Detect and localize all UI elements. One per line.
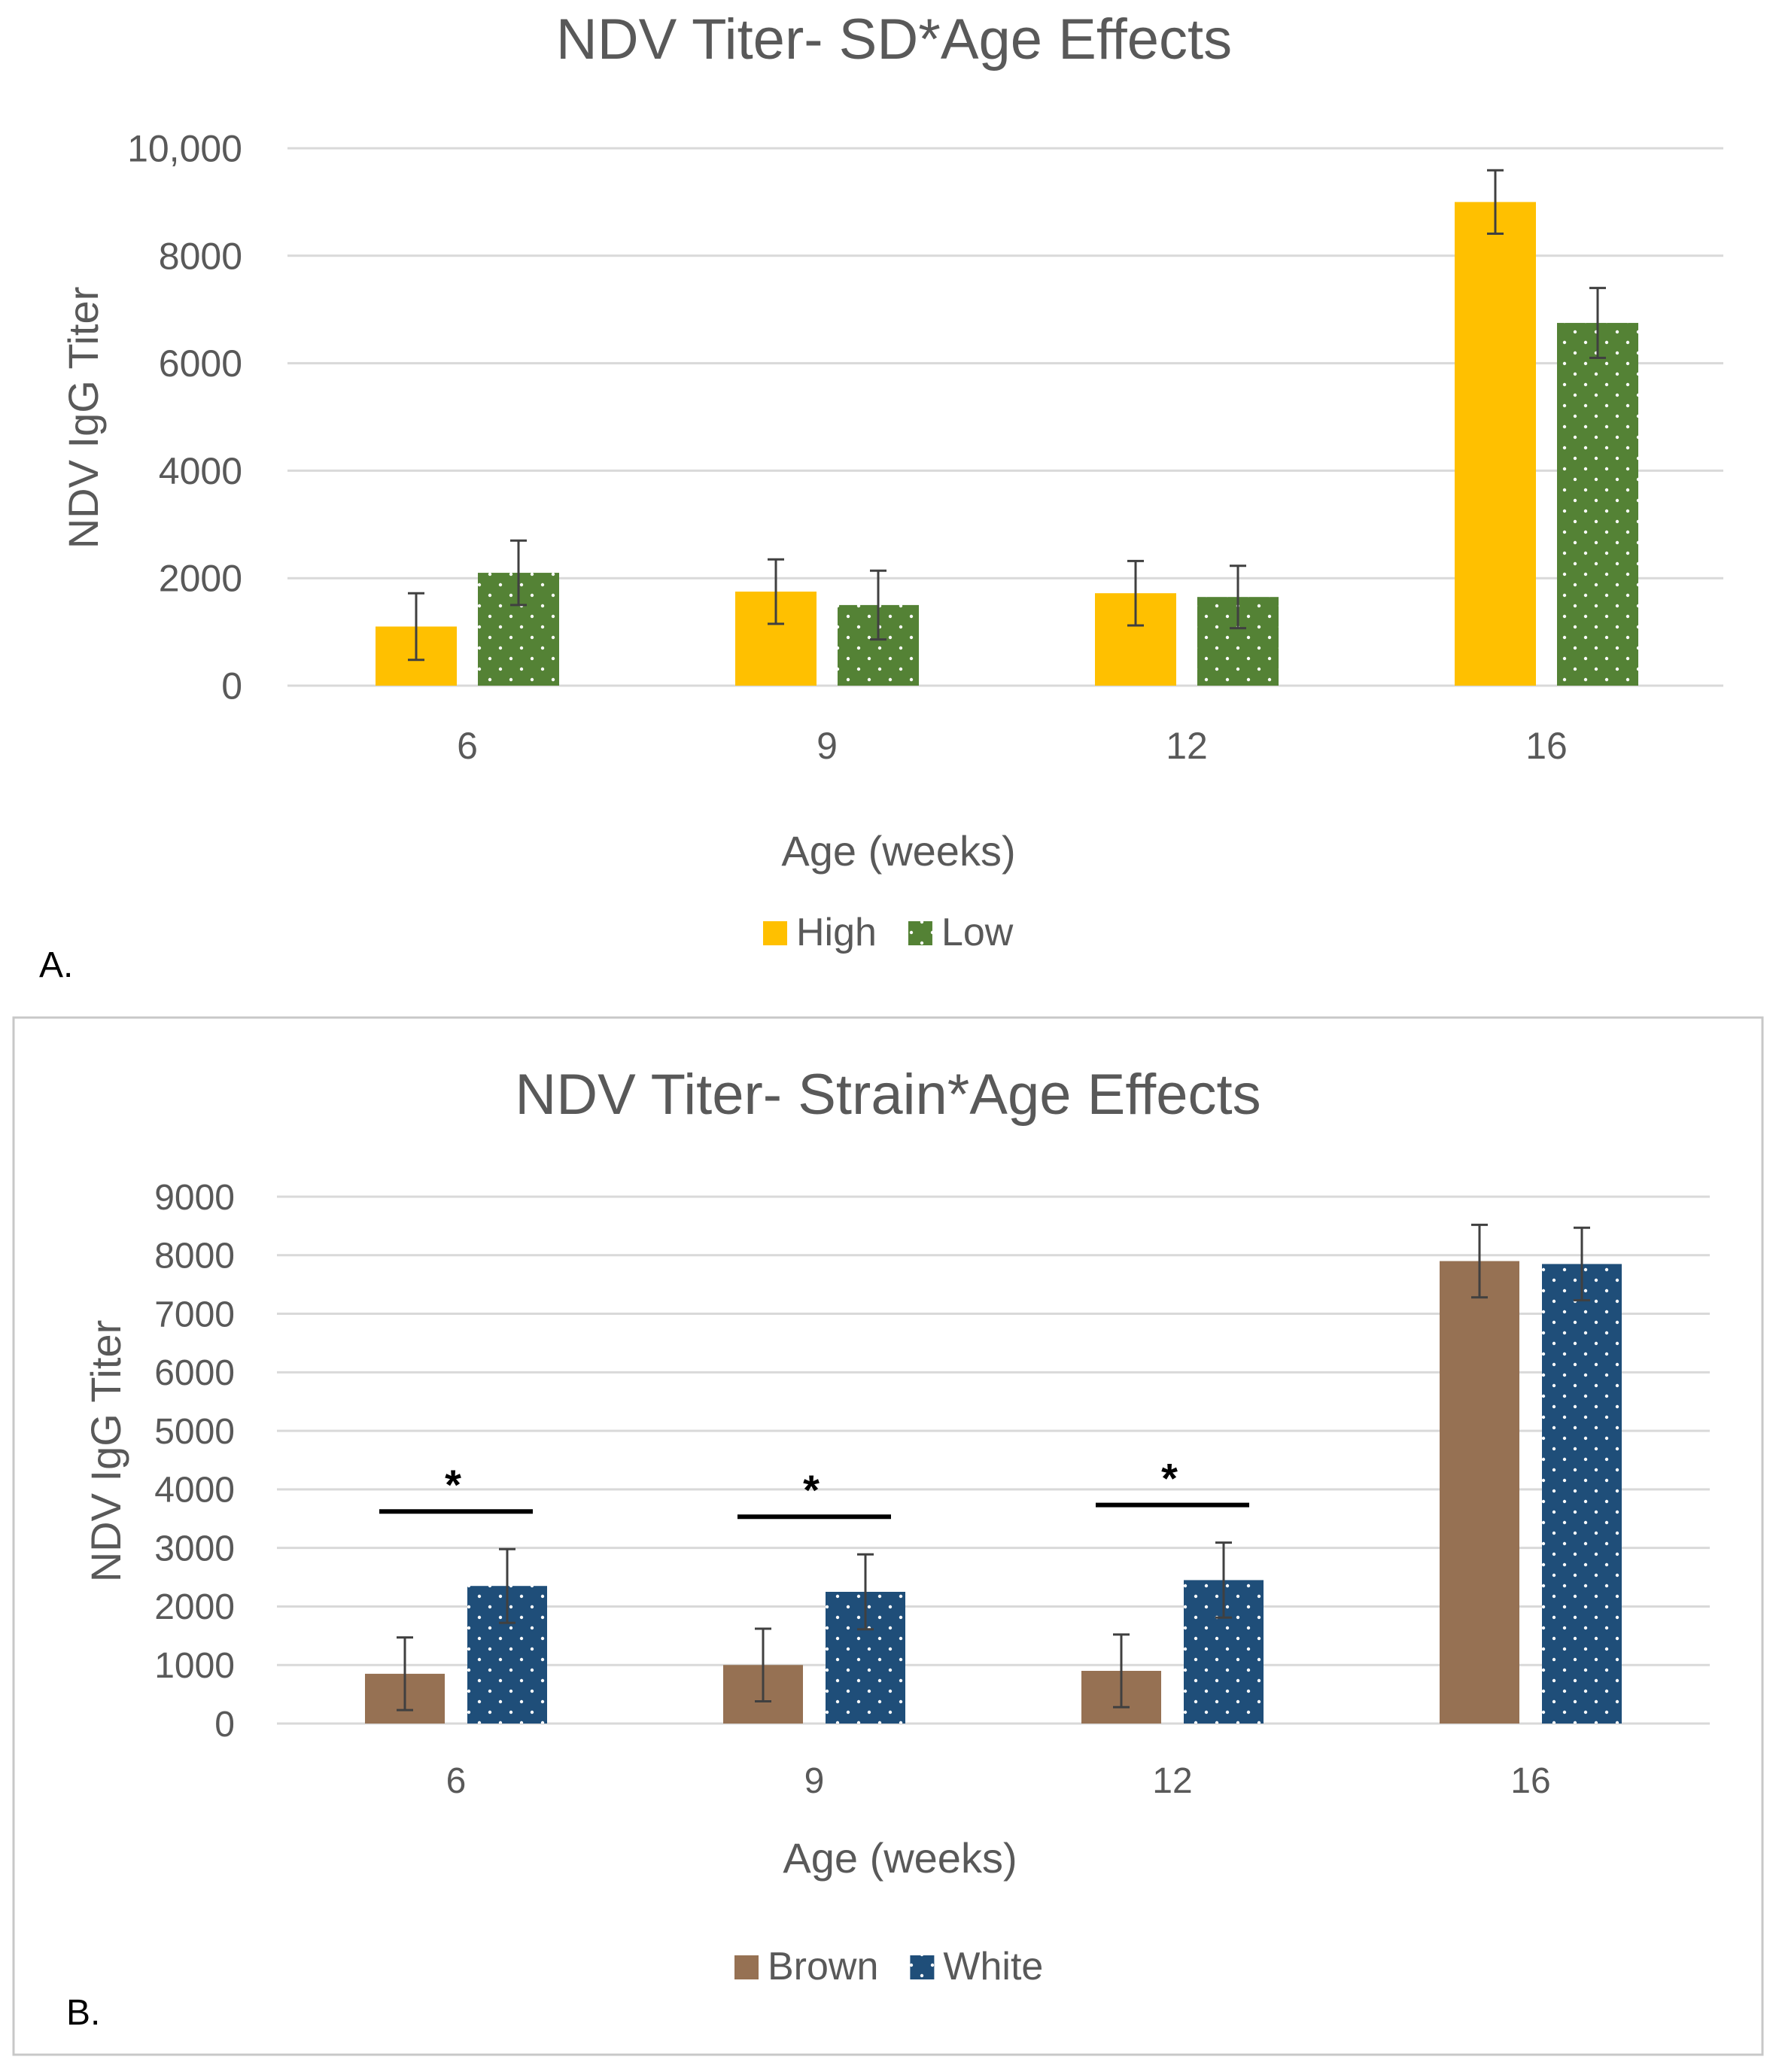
chart-b-y-ticks: 0 1000 2000 3000 4000 5000 6000 7000 8000 9000 [154, 1178, 235, 1745]
chart-b-xlabel: Age (weeks) [783, 1834, 1017, 1882]
chart-b-title: NDV Titer- Strain*Age Effects [515, 1063, 1261, 1127]
chart-b-legend: Brown White [734, 1945, 1043, 1988]
chart-b-bars [365, 1223, 1622, 1724]
x-tick-label: 6 [446, 1761, 467, 1801]
y-tick-label: 4000 [154, 1471, 235, 1511]
y-tick-label: 7000 [154, 1295, 235, 1334]
bar-white-16 [1542, 1264, 1622, 1724]
significance-star-12: * [1161, 1455, 1178, 1502]
y-tick-label: 4000 [159, 450, 242, 492]
y-tick-label: 1000 [154, 1646, 235, 1686]
x-tick-label: 16 [1525, 725, 1568, 767]
x-tick-label: 12 [1152, 1761, 1192, 1801]
y-tick-label: 10,000 [127, 128, 242, 170]
x-tick-label: 9 [817, 725, 838, 767]
legend-label-high: High [796, 911, 877, 954]
x-tick-label: 9 [804, 1761, 825, 1801]
legend-swatch-white [910, 1955, 935, 1979]
chart-a-bars [376, 169, 1638, 686]
significance-star-6: * [445, 1461, 461, 1508]
y-tick-label: 2000 [159, 558, 242, 600]
bar-low-16 [1557, 323, 1638, 686]
y-tick-label: 5000 [154, 1412, 235, 1452]
chart-a-y-ticks: 0 2000 4000 6000 8000 10,000 [127, 128, 242, 707]
panel-b: NDV Titer- Strain*Age Effects NDV IgG Ti… [66, 1063, 1710, 2033]
y-tick-label: 8000 [159, 235, 242, 277]
panel-a: NDV Titer- SD*Age Effects NDV IgG Titer … [39, 8, 1723, 985]
legend-label-white: White [943, 1945, 1043, 1988]
bar-brown-16 [1440, 1261, 1519, 1724]
panel-a-label: A. [39, 945, 73, 985]
chart-a-legend: High Low [763, 911, 1014, 954]
y-tick-label: 6000 [159, 342, 242, 385]
chart-a-ylabel: NDV IgG Titer [59, 287, 107, 549]
legend-swatch-low [908, 921, 932, 945]
chart-b-significance: * * * [379, 1455, 1249, 1520]
x-tick-label: 16 [1510, 1761, 1550, 1801]
y-tick-label: 8000 [154, 1237, 235, 1276]
x-tick-label: 6 [457, 725, 478, 767]
chart-a-xlabel: Age (weeks) [781, 827, 1015, 875]
bar-high-16 [1455, 202, 1536, 686]
panel-b-frame [12, 1016, 1764, 2056]
panel-b-label: B. [66, 1993, 100, 2033]
x-tick-label: 12 [1166, 725, 1208, 767]
legend-swatch-brown [734, 1955, 759, 1979]
y-tick-label: 3000 [154, 1529, 235, 1568]
legend-swatch-high [763, 921, 787, 945]
chart-a-x-ticks: 6 9 12 16 [457, 725, 1568, 767]
chart-b-x-ticks: 6 9 12 16 [446, 1761, 1551, 1801]
legend-label-brown: Brown [768, 1945, 878, 1988]
y-tick-label: 0 [214, 1705, 235, 1745]
y-tick-label: 6000 [154, 1353, 235, 1393]
y-tick-label: 9000 [154, 1178, 235, 1218]
y-tick-label: 0 [221, 665, 242, 707]
chart-a-title: NDV Titer- SD*Age Effects [556, 8, 1232, 72]
legend-label-low: Low [941, 911, 1014, 954]
significance-star-9: * [803, 1466, 820, 1514]
chart-b-ylabel: NDV IgG Titer [82, 1320, 129, 1583]
y-tick-label: 2000 [154, 1587, 235, 1627]
